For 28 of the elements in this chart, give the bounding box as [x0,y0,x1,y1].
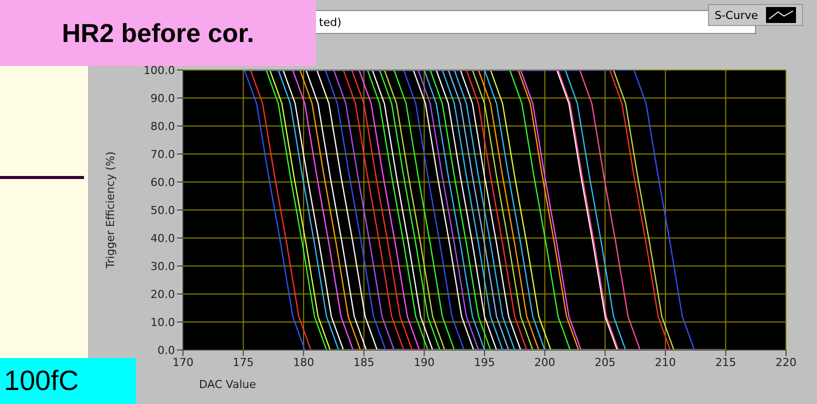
x-tick-label: 185 [353,356,374,369]
chart-title: ted) [319,16,342,29]
y-tick-label: 100.0 [144,64,175,77]
x-tick-label: 195 [474,356,495,369]
y-tick-label: 30.0 [150,260,175,273]
x-tick-label: 215 [715,356,736,369]
x-tick-label: 220 [776,356,796,369]
text: HR2 before cor. [62,18,254,48]
x-tick-label: 205 [594,356,616,369]
y-tick-label: 50.0 [150,204,175,217]
y-tick-label: 70.0 [150,148,175,161]
y-axis-title: Trigger Efficiency (%) [104,152,117,270]
y-tick-label: 60.0 [150,176,175,189]
y-tick-label: 10.0 [150,316,175,329]
y-tick-label: 80.0 [150,120,175,133]
legend-label: S-Curve [714,8,758,22]
x-tick-label: 180 [293,356,314,369]
x-tick-label: 170 [172,356,194,369]
y-tick-label: 90.0 [150,92,175,105]
x-tick-label: 175 [232,356,254,369]
x-tick-label: 210 [654,356,676,369]
y-tick-label: 20.0 [150,288,175,301]
x-tick-label: 200 [534,356,556,369]
y-tick-label: 0.0 [158,344,175,357]
x-tick-label: 190 [414,356,435,369]
y-tick-label: 40.0 [150,232,175,245]
x-axis-title: DAC Value [199,378,256,391]
text: 100fC [0,358,136,404]
